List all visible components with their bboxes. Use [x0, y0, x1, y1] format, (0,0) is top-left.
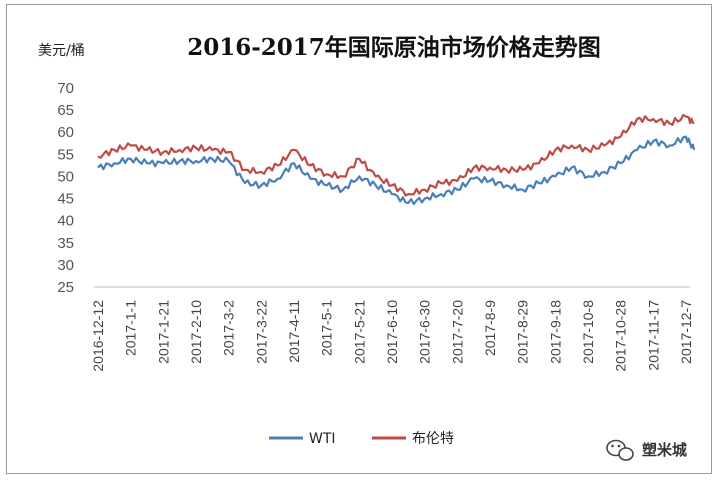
y-tick-label: 65 — [57, 102, 74, 119]
legend-label: WTI — [309, 431, 336, 447]
x-tick-label: 2017-10-8 — [580, 300, 596, 364]
series-line-wti — [97, 135, 696, 206]
y-tick-label: 55 — [57, 146, 74, 163]
x-tick-label: 2017-9-18 — [547, 300, 563, 364]
x-tick-label: 2017-12-7 — [678, 300, 694, 364]
x-tick-label: 2017-3-22 — [253, 300, 269, 364]
series-lines — [97, 113, 696, 206]
x-tick-label: 2017-8-29 — [515, 300, 531, 364]
x-tick-label: 2017-6-30 — [417, 300, 433, 364]
wechat-icon — [606, 439, 634, 461]
watermark: 塑米城 — [606, 439, 687, 461]
x-tick-label: 2017-1-21 — [155, 300, 171, 364]
legend: WTI 布伦特 — [269, 431, 454, 447]
watermark-text: 塑米城 — [642, 441, 687, 459]
x-axis-ticks: 2016-12-12 2017-1-1 2017-1-21 2017-2-10 2017… — [90, 300, 694, 372]
y-tick-label: 40 — [57, 213, 74, 230]
x-tick-label: 2016-12-12 — [90, 300, 106, 372]
y-tick-label: 70 — [57, 80, 74, 97]
y-tick-label: 30 — [57, 257, 74, 274]
y-tick-label: 25 — [57, 279, 74, 296]
y-tick-label: 35 — [57, 235, 74, 252]
x-tick-label: 2017-11-17 — [645, 300, 661, 371]
x-tick-label: 2017-5-21 — [351, 300, 367, 364]
x-tick-label: 2017-1-1 — [123, 300, 139, 356]
y-tick-label: 50 — [57, 168, 74, 185]
legend-label: 布伦特 — [412, 431, 454, 447]
x-tick-label: 2017-4-11 — [286, 300, 302, 363]
x-tick-label: 2017-3-2 — [221, 300, 237, 356]
x-tick-label: 2017-10-28 — [613, 300, 629, 372]
series-line-brent — [97, 113, 695, 197]
y-tick-label: 45 — [57, 191, 74, 208]
x-tick-label: 2017-6-10 — [384, 300, 400, 364]
y-axis-unit: 美元/桶 — [38, 43, 85, 59]
chart-title: 2016-2017年国际原油市场价格走势图 — [187, 34, 601, 61]
x-tick-label: 2017-2-10 — [188, 300, 204, 364]
y-axis-ticks: 25 30 35 40 45 50 55 60 65 70 — [57, 80, 74, 296]
x-tick-label: 2017-8-9 — [482, 300, 498, 356]
x-tick-label: 2017-7-20 — [449, 300, 465, 364]
x-tick-label: 2017-5-1 — [319, 300, 335, 356]
y-tick-label: 60 — [57, 124, 74, 141]
chart-frame — [6, 4, 712, 474]
